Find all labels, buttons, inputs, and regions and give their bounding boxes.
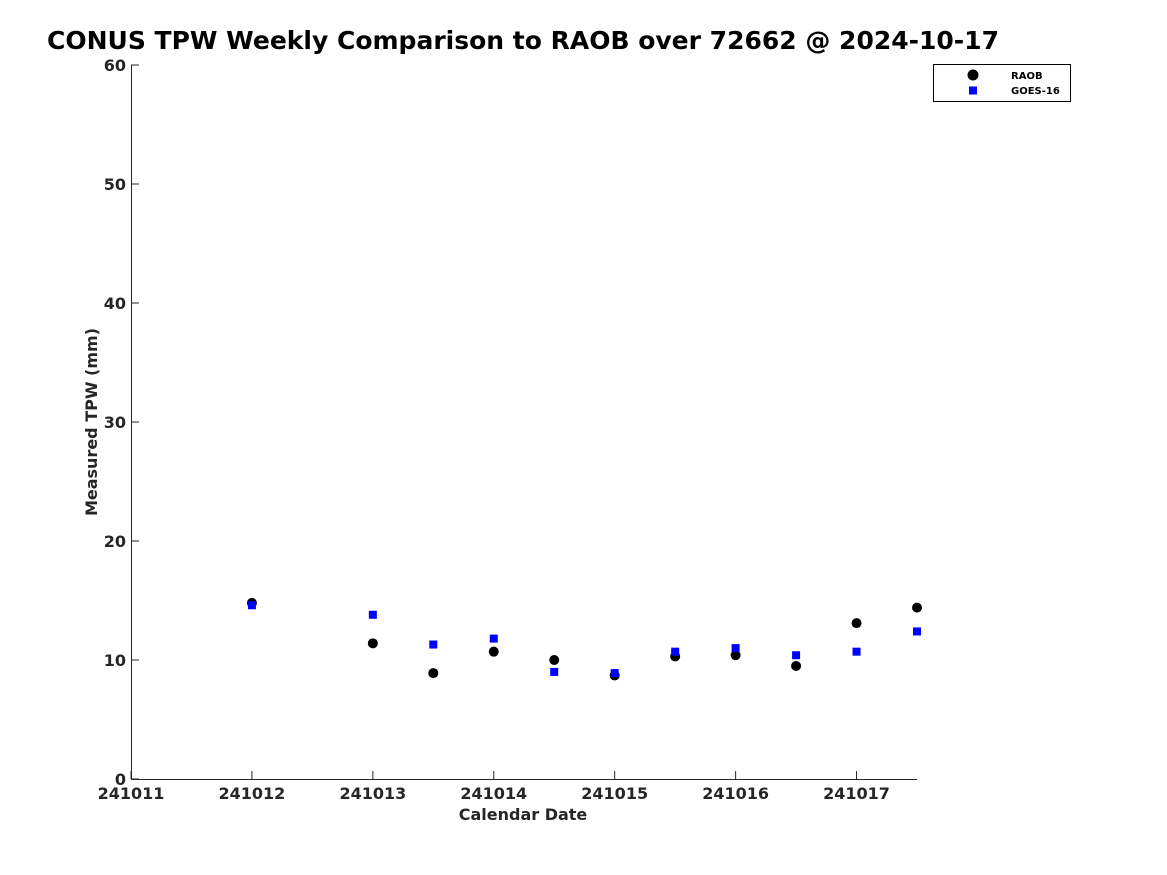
raob-point [791, 660, 802, 671]
goes-16-point [852, 647, 861, 656]
goes-16-point [429, 640, 438, 649]
y-tick-label: 0 [115, 770, 126, 789]
raob-point [367, 638, 378, 649]
chart-title: CONUS TPW Weekly Comparison to RAOB over… [47, 26, 999, 55]
legend-marker-raob [967, 69, 979, 81]
legend-label-goes: GOES-16 [1011, 86, 1060, 97]
goes-16-point [792, 651, 801, 660]
y-tick-label: 10 [104, 651, 126, 670]
raob-point [428, 668, 439, 679]
y-tick-label: 40 [104, 294, 126, 313]
raob-point [730, 650, 741, 661]
axes [131, 65, 917, 780]
goes-16-point [913, 627, 921, 636]
x-ticks: 241011 241012 241013 241014 241015 241016 2410… [98, 771, 890, 803]
data-points [246, 597, 922, 681]
x-tick-label: 241013 [339, 784, 406, 803]
raob-point [851, 618, 862, 629]
goes-16-point [247, 601, 256, 610]
raob-point [549, 655, 560, 665]
x-tick-label: 241015 [581, 784, 648, 803]
x-tick-label: 241012 [219, 784, 286, 803]
x-tick-label: 241017 [823, 784, 890, 803]
legend: RAOB GOES-16 [933, 64, 1071, 102]
legend-label-raob: RAOB [1011, 71, 1043, 82]
x-tick-label: 241016 [702, 784, 769, 803]
y-tick-label: 20 [104, 532, 126, 551]
legend-box [933, 64, 1071, 102]
goes-16-point [671, 647, 680, 656]
goes-16-point [489, 634, 498, 643]
x-axis-label: Calendar Date [459, 805, 588, 824]
x-tick-label: 241011 [98, 784, 165, 803]
raob-point [488, 646, 499, 657]
x-tick-label: 241014 [460, 784, 527, 803]
y-ticks: 0 10 20 30 40 50 60 [104, 56, 139, 789]
raob-point [912, 602, 922, 613]
goes-16-point [610, 669, 619, 678]
y-axis-label: Measured TPW (mm) [82, 328, 101, 516]
goes-16-point [550, 667, 559, 676]
goes-16-point [731, 644, 740, 653]
y-tick-label: 30 [104, 413, 126, 432]
legend-marker-goes [969, 86, 977, 95]
goes-16-point [368, 610, 377, 619]
y-tick-label: 50 [104, 175, 126, 194]
y-tick-label: 60 [104, 56, 126, 75]
